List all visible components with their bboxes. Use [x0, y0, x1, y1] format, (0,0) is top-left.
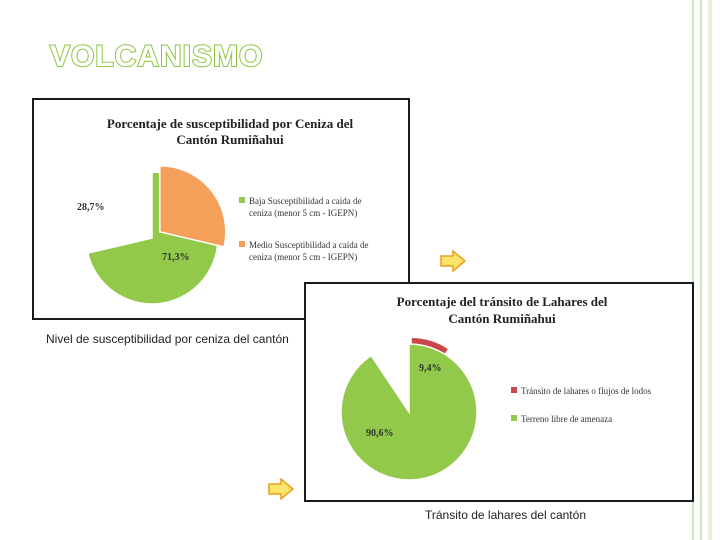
legend-label-free: Terreno libre de amenaza	[521, 414, 612, 424]
legend-label-medium: Medio Susceptibilidad a caída de ceniza (…	[249, 240, 368, 262]
legend-label-low: Baja Susceptibilidad a caída de ceniza (m…	[249, 196, 361, 218]
legend-swatch-low	[239, 197, 245, 203]
legend-swatch-free	[511, 415, 517, 421]
border-line	[700, 0, 702, 540]
border-line	[708, 0, 712, 540]
ash-susceptibility-pie-svg: Porcentaje de susceptibilidad por Ceniza…	[77, 116, 368, 305]
slice-label-medium: 28,7%	[77, 202, 105, 213]
pie-slices	[340, 336, 478, 481]
chart-title-line2: Cantón Rumiñahui	[448, 311, 556, 326]
border-line	[692, 0, 694, 540]
lahar-chart-caption: Tránsito de lahares del cantón	[425, 508, 586, 522]
right-arrow-icon[interactable]	[268, 477, 295, 501]
ash-susceptibility-chart: Porcentaje de susceptibilidad por Ceniza…	[32, 98, 410, 320]
lahar-transit-pie-svg: Porcentaje del tránsito de Lahares del C…	[340, 294, 652, 481]
slice-label-lahar: 9,4%	[419, 363, 442, 374]
chart-title-line2: Cantón Rumiñahui	[176, 132, 284, 147]
slice-label-low: 71,3%	[162, 252, 190, 263]
legend-swatch-medium	[239, 241, 245, 247]
right-arrow-icon[interactable]	[440, 249, 467, 273]
pie-slice	[340, 343, 478, 481]
pie-slices	[86, 165, 227, 305]
lahar-transit-chart: Porcentaje del tránsito de Lahares del C…	[304, 282, 694, 502]
legend-label-lahar: Tránsito de lahares o flujos de lodos	[521, 386, 652, 396]
chart-title-line1: Porcentaje de susceptibilidad por Ceniza…	[107, 116, 354, 131]
slide-title: VOLCANISMO	[49, 39, 264, 74]
slide-right-border	[686, 0, 720, 540]
chart-title-line1: Porcentaje del tránsito de Lahares del	[397, 294, 608, 309]
slice-label-free: 90,6%	[366, 428, 394, 439]
legend-swatch-lahar	[511, 387, 517, 393]
pie-slice	[159, 165, 227, 248]
ash-chart-caption: Nivel de susceptibilidad por ceniza del …	[46, 332, 289, 346]
